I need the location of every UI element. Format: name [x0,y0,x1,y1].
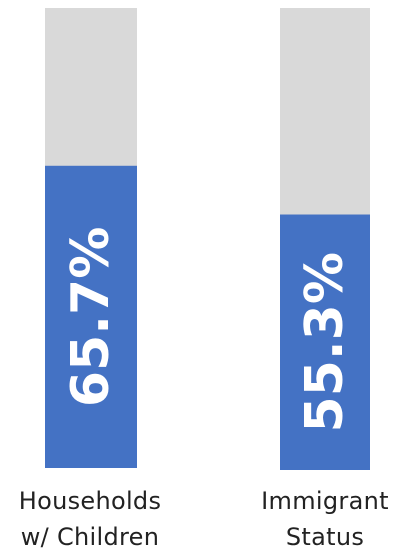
category-label-line: w/ Children [20,523,160,551]
category-label-immigrant: Immigrant Status [235,483,413,555]
category-label-line: Immigrant [261,487,389,515]
bar-fill [45,165,137,468]
bar-fill [280,214,370,470]
data-label: 55.3% [295,252,355,432]
category-label-line: Households [18,487,162,515]
category-label-line: Status [285,523,365,551]
data-label: 65.7% [61,227,121,407]
category-label-households: Households w/ Children [0,483,180,555]
